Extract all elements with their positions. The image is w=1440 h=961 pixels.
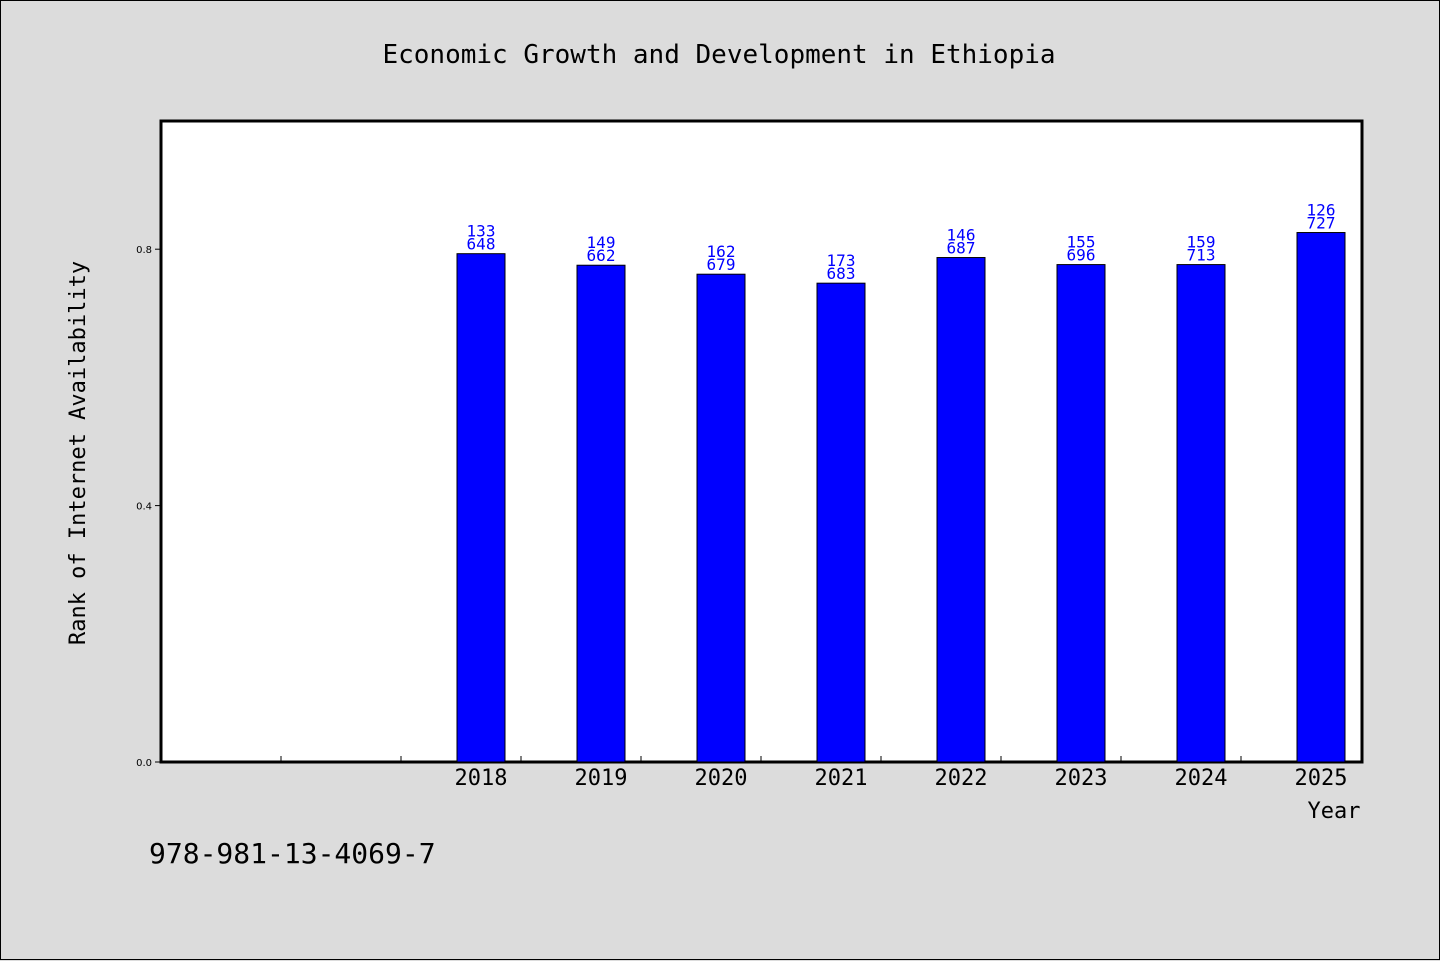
x-tick-label: 2021 [815,766,868,791]
isbn-label: 978-981-13-4069-7 [149,837,436,870]
bar-data-label: 146 [947,226,976,245]
plot-area [159,119,1364,764]
bar-data-label: 683 [827,264,856,283]
chart-title: Economic Growth and Development in Ethio… [382,40,1055,70]
y-tick-label: 0.8 [136,245,152,256]
y-tick-label: 0.0 [136,758,152,769]
y-tick-label: 0.4 [136,502,152,513]
bar-data-label: 126 [1307,201,1336,220]
x-tick-label: 2019 [575,766,628,791]
bar [1296,232,1346,763]
bar-data-label: 687 [947,239,976,258]
axis-ticks-layer: 0.0 0.4 0.8 2018 2019 2020 2021 2022 2023 2024 202… [136,245,1347,791]
y-axis-label: Rank of Internet Availability [66,261,91,645]
bar-data-label: 155 [1067,233,1096,252]
bar-data-label: 149 [587,233,616,252]
bar-data-label: 679 [707,255,736,274]
bar-data-label: 133 [467,222,496,241]
x-tick-label: 2018 [455,766,508,791]
bar-data-label: 173 [827,251,856,270]
x-axis-label: Year [1308,799,1361,824]
bar-data-label: 713 [1187,246,1216,265]
x-tick-label: 2022 [935,766,988,791]
bar-data-label: 696 [1067,246,1096,265]
bar [816,282,866,763]
bar [936,257,986,763]
x-tick-label: 2025 [1295,766,1348,791]
bar-data-label: 662 [587,246,616,265]
bar [456,253,506,763]
bar [576,264,626,763]
bar [696,273,746,763]
bar-data-label: 648 [467,235,496,254]
bar [1056,264,1106,763]
bar [1176,264,1226,763]
bar-data-label: 159 [1187,233,1216,252]
bar-data-label: 727 [1307,214,1336,233]
x-tick-label: 2020 [695,766,748,791]
x-tick-label: 2023 [1055,766,1108,791]
x-tick-label: 2024 [1175,766,1228,791]
bar-data-label: 162 [707,242,736,261]
